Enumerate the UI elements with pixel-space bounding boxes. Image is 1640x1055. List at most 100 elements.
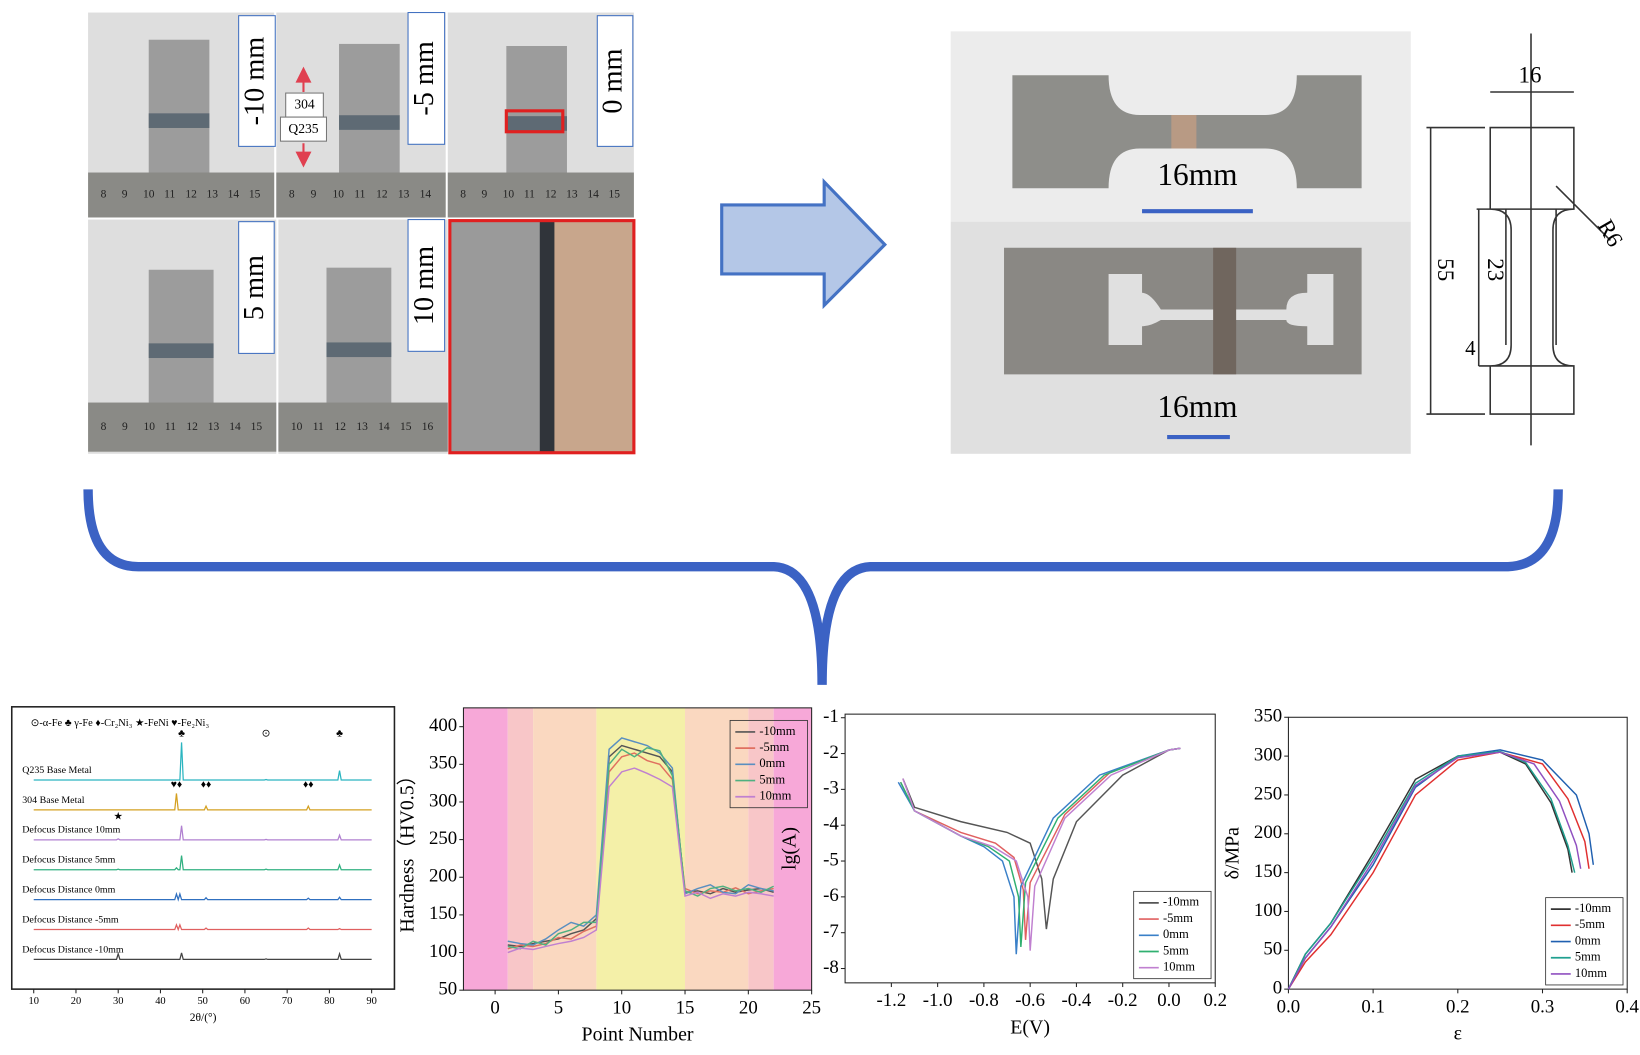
legend-label: -10mm: [1163, 895, 1199, 909]
ruler-number: 13: [566, 189, 578, 201]
x-tick-label: 0.2: [1203, 990, 1227, 1011]
ruler-number: 13: [208, 421, 220, 433]
legend-label: 5mm: [1575, 950, 1601, 964]
ruler-number: 15: [251, 421, 263, 433]
ruler-number: 14: [420, 189, 432, 201]
series-line: [507, 767, 774, 954]
dimension: 4: [1465, 336, 1476, 360]
x-tick-label: 20: [71, 996, 81, 1007]
y-axis-title: Hardness（HV0.5）: [397, 765, 419, 932]
x-tick-label: 40: [155, 996, 165, 1007]
x-tick-label: 30: [113, 996, 123, 1007]
ruler: [447, 172, 634, 218]
xrd-pattern: [33, 742, 372, 781]
y-tick-label: 50: [438, 978, 457, 999]
y-tick-label: 150: [429, 903, 457, 924]
xrd-pattern: [33, 891, 372, 902]
x-tick-label: -0.4: [1062, 990, 1092, 1011]
ruler-number: 14: [378, 421, 390, 433]
label-box: [238, 221, 275, 354]
label-box: [407, 12, 446, 145]
ruler-number: 12: [186, 421, 198, 433]
material-label: Q235: [288, 121, 318, 136]
series-line: [507, 737, 774, 946]
y-tick-label: 200: [429, 866, 457, 887]
x-tick-label: 0.1: [1361, 996, 1385, 1017]
legend-label: -5mm: [1163, 911, 1193, 925]
weld: [339, 115, 400, 130]
ruler-number: 15: [609, 189, 621, 201]
label-box: [596, 15, 634, 147]
ruler-number: 12: [185, 189, 197, 201]
ruler-number: 14: [229, 421, 241, 433]
series-line: [1287, 750, 1576, 990]
dimension: 16: [1518, 63, 1541, 88]
arrow: [295, 66, 312, 168]
series-line: [507, 747, 774, 950]
series-label: Defocus Distance 10mm: [22, 825, 120, 836]
y-tick-label: 350: [1254, 706, 1282, 727]
x-tick-label: 0.3: [1531, 996, 1555, 1017]
y-tick-label: 0: [1273, 977, 1282, 998]
series-line: [1287, 751, 1590, 990]
zoom-border: [448, 219, 636, 455]
y-tick-label: 250: [1254, 783, 1282, 804]
y-tick-label: -6: [823, 885, 839, 906]
ruler-number: 10: [291, 421, 303, 433]
y-tick-label: -8: [823, 957, 839, 978]
defocus-label: -5 mm: [409, 41, 440, 116]
x-tick-label: -1.0: [923, 990, 953, 1011]
y-tick-label: 250: [429, 828, 457, 849]
legend-label: 10mm: [759, 789, 791, 803]
ruler-number: 14: [228, 189, 240, 201]
y-tick-label: -4: [823, 814, 839, 835]
x-tick-label: 10: [29, 996, 39, 1007]
label-box: [238, 15, 276, 147]
weld: [148, 113, 210, 128]
series-line: [902, 747, 1181, 951]
peak-marker: ♦♦: [201, 779, 212, 790]
xrd-pattern: [33, 855, 372, 871]
plate: [326, 267, 392, 404]
series-line: [902, 747, 1181, 930]
x-tick-label: 0.0: [1157, 990, 1181, 1011]
ruler-number: 11: [524, 189, 535, 201]
y-tick-label: 100: [429, 941, 457, 962]
ruler-number: 8: [460, 189, 466, 201]
weld: [506, 116, 567, 131]
dimension: 23: [1483, 258, 1508, 281]
peak-marker: ♦♦: [303, 779, 314, 790]
legend-label: -10mm: [759, 724, 795, 738]
y-tick-label: 200: [1254, 822, 1282, 843]
legend-label: -10mm: [1575, 901, 1611, 915]
ruler-number: 11: [354, 189, 365, 201]
defocus-label: -10 mm: [239, 37, 270, 126]
defocus-label: 0 mm: [598, 48, 629, 113]
x-tick-label: 25: [802, 997, 821, 1018]
x-tick-label: 15: [676, 997, 695, 1018]
series-label: Defocus Distance 5mm: [22, 855, 115, 866]
ruler-number: 12: [335, 421, 347, 433]
weld: [148, 343, 214, 359]
plot-frame: [462, 707, 813, 991]
y-tick-label: 150: [1254, 861, 1282, 882]
plate: [148, 269, 214, 404]
ruler-number: 10: [143, 189, 155, 201]
ruler-number: 12: [545, 189, 557, 201]
ruler-number: 13: [207, 189, 219, 201]
x-tick-label: 0: [490, 997, 499, 1018]
dimension: 55: [1433, 258, 1458, 281]
y-tick-label: -1: [823, 706, 839, 727]
series-label: Defocus Distance 0mm: [22, 884, 115, 895]
x-tick-label: 5: [554, 997, 563, 1018]
zoom-photo: [449, 220, 542, 453]
ruler-number: 8: [101, 421, 107, 433]
ruler-number: 15: [249, 189, 261, 201]
legend-text: ⊙-α-Fe ♣ γ-Fe ♦-Cr₂Ni₃ ★-FeNi ♥-Fe₂Ni₃: [31, 718, 210, 729]
ruler-number: 10: [144, 421, 156, 433]
ruler-number: 9: [311, 189, 317, 201]
band: [463, 707, 508, 991]
ruler-number: 13: [356, 421, 368, 433]
peak-marker: ⊙: [262, 728, 271, 739]
